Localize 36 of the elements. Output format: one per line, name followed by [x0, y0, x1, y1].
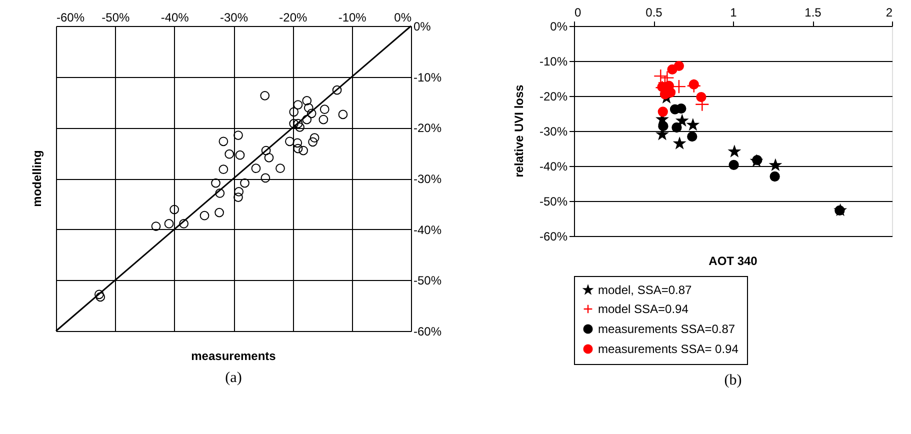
y-tick-label: -20%	[539, 90, 568, 104]
y-tick-label: -40%	[414, 222, 442, 237]
x-tick-label: -10%	[338, 10, 367, 24]
legend-label: model SSA=0.94	[598, 302, 689, 316]
legend-label: measurements SSA=0.87	[598, 322, 736, 336]
y-tick-label: -50%	[539, 194, 568, 208]
x-tick-label: 0	[574, 6, 582, 20]
y-tick-label: -10%	[414, 70, 442, 84]
x-tick-label: -50%	[102, 10, 130, 24]
x-axis-title: measurements	[191, 349, 276, 363]
x-tick-label: 0%	[394, 10, 412, 24]
y-tick-label: 0%	[414, 20, 432, 34]
y-axis-title: relative UVI loss	[512, 84, 526, 178]
y-tick-label: 0%	[550, 20, 568, 34]
x-tick-label: -30%	[220, 10, 248, 24]
x-tick-label: 2	[886, 6, 893, 20]
y-tick-label: -60%	[539, 230, 568, 244]
x-tick-label: -20%	[279, 10, 308, 24]
text: (b)	[724, 372, 742, 388]
legend-label: model, SSA=0.87	[598, 283, 692, 297]
y-tick-label: -30%	[414, 172, 442, 186]
x-tick-label: 1	[730, 6, 738, 20]
x-tick-label: -40%	[160, 10, 190, 24]
x-axis-title: AOT 340	[708, 254, 758, 268]
text: (a)	[225, 370, 242, 386]
x-tick-label: 1.5	[804, 6, 822, 20]
y-tick-label: -40%	[539, 160, 568, 174]
x-tick-label: -60%	[56, 10, 85, 24]
x-tick-label: 0.5	[646, 6, 663, 20]
legend-label: measurements SSA= 0.94	[598, 342, 739, 356]
y-axis-title: modelling	[30, 150, 44, 207]
y-tick-label: -30%	[539, 124, 568, 138]
y-tick-label: -10%	[539, 54, 568, 68]
y-tick-label: -60%	[414, 324, 442, 338]
y-tick-label: -20%	[414, 121, 442, 136]
y-tick-label: -50%	[414, 274, 442, 288]
